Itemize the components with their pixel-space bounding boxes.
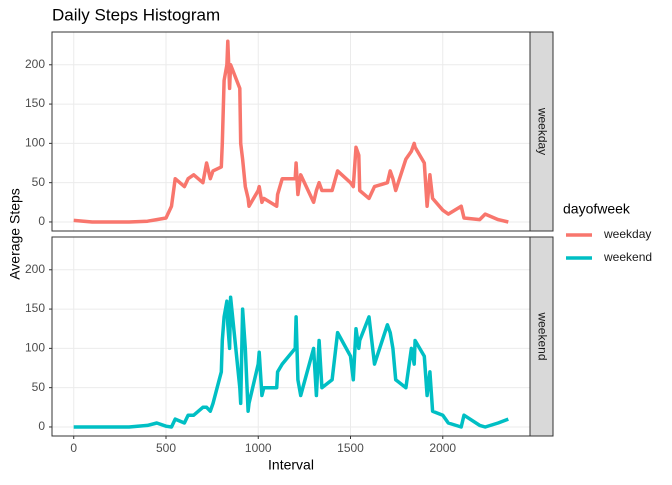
x-tick-label: 2000 [429, 441, 456, 455]
y-tick-label: 50 [32, 175, 46, 189]
panel-background [52, 237, 530, 436]
y-tick-label: 200 [25, 262, 45, 276]
legend-label: weekend [603, 250, 652, 264]
y-tick-label: 200 [25, 57, 45, 71]
legend-title: dayofweek [563, 201, 631, 217]
facet-label: weekend [535, 311, 549, 360]
y-axis-label: Average Steps [7, 188, 23, 280]
y-tick-label: 150 [25, 96, 45, 110]
y-tick-label: 100 [25, 341, 45, 355]
chart-title: Daily Steps Histogram [52, 5, 220, 24]
facet-strip [529, 31, 554, 232]
x-tick-label: 0 [70, 441, 77, 455]
facet-label: weekday [535, 107, 549, 155]
x-tick-label: 500 [156, 441, 176, 455]
y-tick-label: 150 [25, 301, 45, 315]
series-line [73, 295, 509, 429]
y-tick-label: 0 [38, 214, 45, 228]
x-tick-label: 1500 [337, 441, 364, 455]
facet-strip [529, 236, 554, 437]
y-tick-label: 50 [32, 380, 46, 394]
panel-background [52, 32, 530, 231]
y-tick-label: 0 [38, 419, 45, 433]
legend-label: weekday [603, 227, 651, 241]
y-tick-label: 100 [25, 136, 45, 150]
x-axis-label: Interval [268, 457, 314, 473]
series-line [73, 39, 509, 224]
x-tick-label: 1000 [245, 441, 272, 455]
